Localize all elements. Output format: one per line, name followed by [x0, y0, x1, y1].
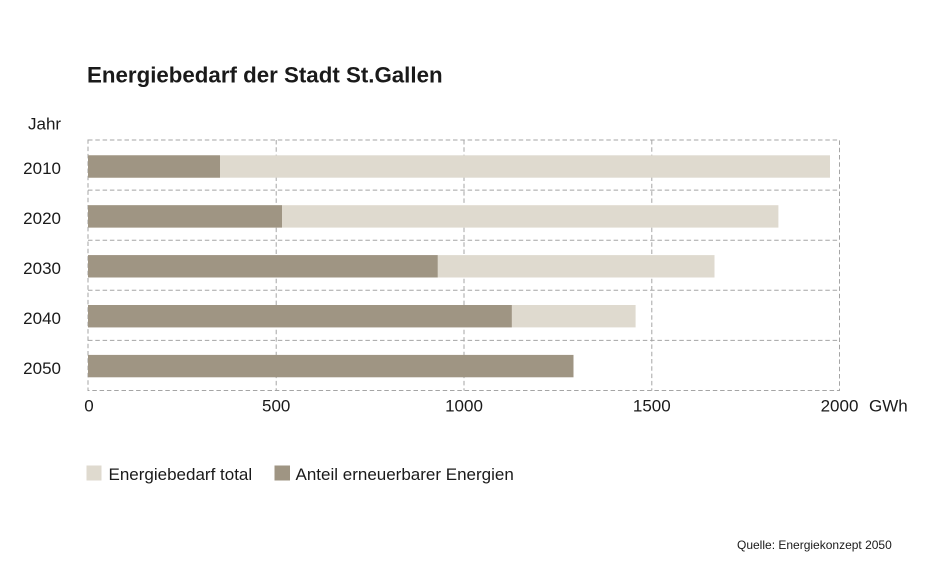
svg-text:2030: 2030 [23, 259, 61, 278]
svg-text:GWh: GWh [869, 397, 908, 416]
svg-text:2000: 2000 [821, 397, 859, 416]
svg-text:2050: 2050 [23, 359, 61, 378]
svg-text:2020: 2020 [23, 209, 61, 228]
svg-text:Anteil erneuerbarer Energien: Anteil erneuerbarer Energien [296, 465, 514, 484]
svg-text:0: 0 [84, 397, 93, 416]
svg-text:Jahr: Jahr [28, 114, 61, 133]
svg-text:500: 500 [262, 397, 290, 416]
svg-text:Quelle: Energiekonzept 2050: Quelle: Energiekonzept 2050 [737, 538, 892, 552]
svg-text:2040: 2040 [23, 309, 61, 328]
svg-text:Energiebedarf total: Energiebedarf total [109, 465, 253, 484]
svg-text:2010: 2010 [23, 159, 61, 178]
svg-text:1000: 1000 [445, 397, 483, 416]
svg-text:Energiebedarf der Stadt St.Gal: Energiebedarf der Stadt St.Gallen [87, 63, 443, 88]
svg-text:1500: 1500 [633, 397, 671, 416]
